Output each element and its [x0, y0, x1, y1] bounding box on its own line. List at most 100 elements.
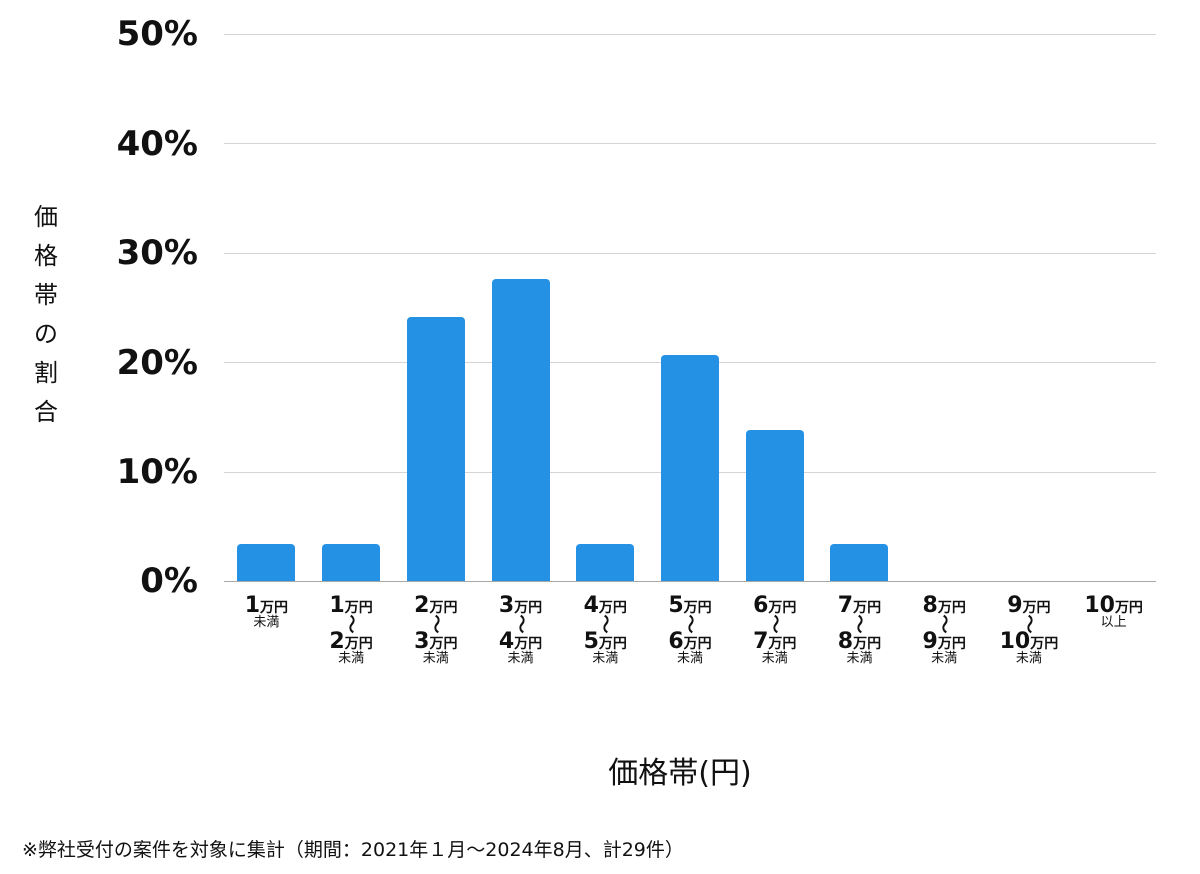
x-tick-label: 5万円〜 6万円 未満 — [648, 593, 732, 666]
y-axis-title-char: 帯 — [34, 281, 58, 309]
range-from-unit: 万円 — [1022, 600, 1051, 616]
range-to-unit: 万円 — [937, 636, 966, 652]
x-tick-label: 7万円〜 8万円 未満 — [817, 593, 901, 666]
range-tilde: 〜 — [765, 614, 785, 634]
range-from: 9万円 — [987, 595, 1071, 617]
range-suffix: 未満 — [761, 651, 788, 666]
range-to: 8万円 — [817, 629, 901, 654]
range-from-number: 5 — [668, 593, 684, 618]
range-tilde: 〜 — [935, 614, 955, 634]
bar — [322, 543, 381, 581]
x-tick-label: 2万円〜 3万円 未満 — [394, 595, 478, 666]
bar — [491, 279, 550, 581]
range-from-number: 4 — [583, 593, 599, 618]
range-to-unit: 万円 — [768, 636, 797, 652]
range-to-number: 6 — [668, 629, 684, 654]
range-to-number: 3 — [414, 629, 430, 654]
range-suffix: 未満 — [253, 615, 280, 630]
y-axis-title-char: の — [34, 320, 58, 348]
x-tick-label: 4万円〜 5万円 未満 — [563, 593, 647, 666]
x-tick-label: 10万円 以上 — [1072, 593, 1156, 630]
range-to: 3万円 — [394, 629, 478, 654]
range-from-number: 3 — [498, 593, 515, 618]
range-to: 2万円 — [309, 631, 393, 653]
range-to: 7万円 — [733, 629, 817, 654]
range-from: 8万円 — [902, 593, 986, 618]
range-from-unit: 万円 — [344, 600, 373, 616]
range-from-number: 1 — [329, 593, 345, 618]
footnote: ※弊社受付の案件を対象に集計（期間：2021年１月〜2024年8月、計29件） — [22, 839, 684, 861]
range-tilde: 〜 — [596, 614, 616, 634]
range-to-number: 4 — [498, 629, 515, 654]
range-suffix: 未満 — [846, 651, 873, 666]
range-from: 10万円 — [1072, 593, 1156, 618]
range-to-number: 10 — [999, 629, 1031, 654]
gridline-50 — [224, 34, 1156, 35]
y-axis-title-char: 価 — [34, 203, 58, 231]
range-from-unit: 万円 — [937, 600, 966, 616]
range-from-unit: 万円 — [853, 600, 882, 616]
x-tick-label: 6万円〜 7万円 未満 — [733, 593, 817, 666]
range-from-unit: 万円 — [768, 600, 797, 616]
range-from-number: 10 — [1084, 593, 1115, 618]
range-tilde: 〜 — [426, 614, 446, 634]
range-from-unit: 万円 — [683, 600, 712, 616]
range-suffix: 未満 — [676, 651, 703, 666]
y-tick-0: 0% — [140, 561, 198, 601]
range-suffix: 未満 — [931, 651, 958, 666]
bar — [661, 354, 719, 581]
range-to: 10万円 — [987, 629, 1071, 654]
x-tick-label: 8万円〜 9万円 未満 — [902, 593, 986, 666]
range-from: 1万円 — [309, 593, 393, 618]
range-tilde: 〜 — [850, 614, 870, 634]
range-to: 6万円 — [648, 629, 732, 654]
range-to-number: 7 — [753, 629, 769, 654]
range-from-unit: 万円 — [598, 600, 627, 616]
range-to-unit: 万円 — [598, 636, 627, 652]
bar — [237, 543, 296, 581]
gridline-30 — [224, 253, 1156, 254]
range-from-number: 8 — [922, 593, 938, 618]
y-axis-title: 価 格 帯 の 割 合 — [30, 198, 62, 432]
range-to-unit: 万円 — [1030, 636, 1059, 652]
range-from: 2万円 — [394, 595, 478, 617]
bar — [745, 430, 804, 581]
y-tick-30: 30% — [116, 233, 198, 273]
range-tilde: 〜 — [342, 614, 362, 634]
range-from: 6万円 — [733, 593, 817, 618]
range-suffix: 未満 — [507, 651, 534, 666]
y-axis-title-char: 割 — [34, 359, 58, 387]
range-from-number: 7 — [837, 593, 854, 618]
x-tick-label: 1万円 未満 — [224, 595, 308, 630]
range-tilde: 〜 — [681, 614, 700, 634]
range-tilde: 〜 — [511, 614, 531, 634]
range-to-unit: 万円 — [344, 636, 373, 652]
y-tick-50: 50% — [116, 14, 198, 54]
range-to: 4万円 — [479, 629, 563, 654]
y-tick-20: 20% — [116, 343, 198, 383]
x-tick-label: 9万円〜 10万円 未満 — [987, 595, 1071, 666]
y-tick-10: 10% — [116, 452, 198, 492]
range-from: 1万円 — [224, 595, 308, 617]
range-from: 7万円 — [817, 593, 901, 618]
range-to-number: 9 — [922, 629, 938, 654]
y-tick-40: 40% — [116, 124, 198, 164]
x-axis-title: 価格帯(円) — [608, 756, 752, 791]
range-tilde: 〜 — [1019, 614, 1039, 634]
range-to-unit: 万円 — [683, 636, 712, 652]
range-from-unit: 万円 — [260, 600, 289, 616]
range-from-unit: 万円 — [429, 600, 458, 616]
range-suffix: 未満 — [592, 651, 619, 666]
range-to-number: 8 — [837, 629, 854, 654]
range-suffix: 以上 — [1100, 615, 1127, 630]
range-from-number: 6 — [753, 593, 769, 618]
range-to-unit: 万円 — [853, 636, 882, 652]
x-tick-label: 3万円〜 4万円 未満 — [479, 593, 563, 666]
range-to-unit: 万円 — [514, 636, 543, 652]
x-axis-line — [224, 581, 1156, 582]
bar — [406, 317, 465, 581]
range-to-unit: 万円 — [429, 636, 458, 652]
y-axis-title-char: 格 — [34, 242, 58, 270]
range-from-unit: 万円 — [514, 600, 543, 616]
range-suffix: 未満 — [422, 651, 449, 666]
